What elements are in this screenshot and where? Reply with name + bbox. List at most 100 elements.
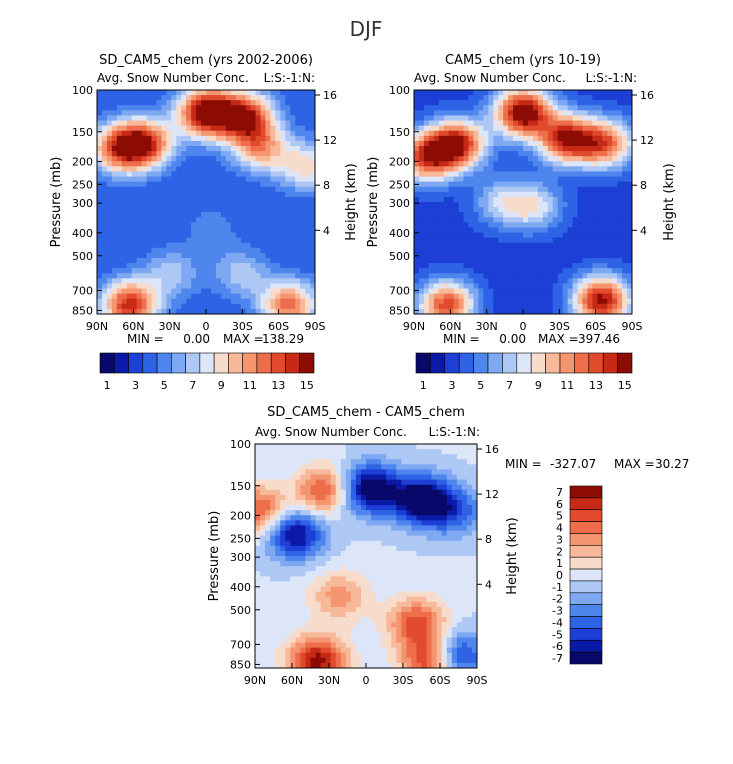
heatmap-cell [553,95,559,101]
y-tick-label: 500 [389,250,410,263]
heatmap-cell [161,141,167,147]
heatmap-cell [122,273,128,279]
heatmap-cell [617,197,623,203]
heatmap-cell [568,243,574,249]
heatmap-cell [442,541,448,547]
heatmap-cell [336,449,342,455]
heatmap-cell [256,121,262,127]
heatmap-cell [523,182,529,188]
heatmap-cell [434,227,440,233]
heatmap-cell [493,263,499,269]
heatmap-cell [602,136,608,142]
heatmap-cell [270,273,276,279]
heatmap-cell [246,115,252,121]
heatmap-cell [568,146,574,152]
heatmap-cell [508,294,514,300]
heatmap-cell [231,146,237,152]
heatmap-cell [447,536,453,542]
heatmap-cell [112,110,118,116]
heatmap-cell [127,304,133,310]
heatmap-cell [578,273,584,279]
heatmap-cell [503,227,509,233]
heatmap-cell [321,454,327,460]
heatmap-cell [356,485,362,491]
heatmap-cell [341,500,347,506]
heatmap-cell [260,480,266,486]
heatmap-cell [261,177,267,183]
heatmap-cell [429,192,435,198]
heatmap-cell [211,131,217,137]
heatmap-cell [295,202,301,208]
heatmap-cell [191,161,197,167]
heatmap-cell [261,161,267,167]
heatmap-cell [416,551,422,557]
heatmap-cell [270,253,276,259]
heatmap-cell [152,187,158,193]
heatmap-cell [597,105,603,111]
heatmap-cell [102,131,108,137]
heatmap-cell [270,161,276,167]
heatmap-cell [265,131,271,137]
heatmap-cell [439,299,445,305]
heatmap-cell [607,248,613,254]
heatmap-cell [454,273,460,279]
heatmap-cell [533,110,539,116]
heatmap-cell [196,217,202,223]
heatmap-cell [563,100,569,106]
heatmap-cell [201,90,207,96]
heatmap-cell [102,105,108,111]
heatmap-cell [518,105,524,111]
heatmap-cell [429,227,435,233]
heatmap-cell [186,289,192,295]
heatmap-cell [191,258,197,264]
heatmap-cell [533,212,539,218]
heatmap-cell [444,131,450,137]
heatmap-cell [156,171,162,177]
heatmap-cell [533,182,539,188]
heatmap-cell [396,449,402,455]
heatmap-cell [290,171,296,177]
heatmap-cell [166,212,172,218]
heatmap-cell [553,151,559,157]
heatmap-cell [464,248,470,254]
heatmap-cell [321,520,327,526]
heatmap-cell [513,161,519,167]
heatmap-cell [265,177,271,183]
heatmap-cell [137,283,143,289]
heatmap-cell [226,299,232,305]
heatmap-cell [166,100,172,106]
heatmap-cell [587,258,593,264]
heatmap-cell [97,105,103,111]
heatmap-cell [97,166,103,172]
heatmap-cell [622,156,628,162]
heatmap-cell [127,233,133,239]
heatmap-cell [226,100,232,106]
heatmap-cell [503,182,509,188]
heatmap-cell [513,131,519,137]
heatmap-cell [538,212,544,218]
heatmap-cell [366,475,372,481]
heatmap-cell [305,243,311,249]
heatmap-cell [285,531,291,537]
heatmap-cell [216,105,222,111]
heatmap-cell [211,90,217,96]
heatmap-cell [171,115,177,121]
heatmap-cell [305,278,311,284]
heatmap-cell [478,283,484,289]
heatmap-cell [300,469,306,475]
heatmap-cell [246,105,252,111]
heatmap-cell [311,536,317,542]
heatmap-cell [122,197,128,203]
heatmap-cell [112,304,118,310]
heatmap-cell [181,294,187,300]
heatmap-cell [117,146,123,152]
heatmap-cell [587,187,593,193]
heatmap-cell [270,510,276,516]
heatmap-cell [432,464,438,470]
heatmap-cell [186,268,192,274]
heatmap-cell [622,161,628,167]
heatmap-cell [607,146,613,152]
heatmap-cell [548,283,554,289]
heatmap-cell [241,299,247,305]
